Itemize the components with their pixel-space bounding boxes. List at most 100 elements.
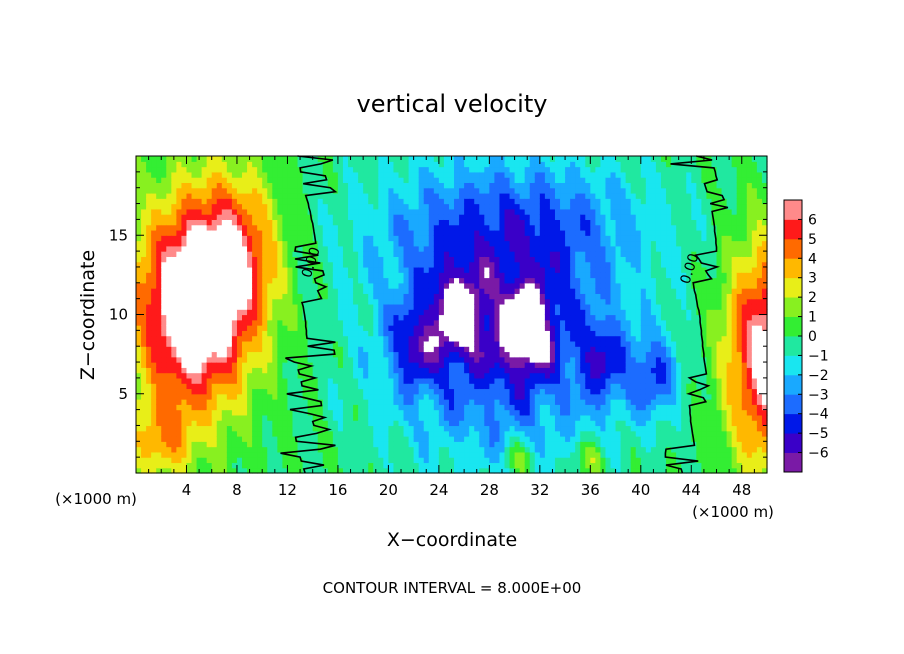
heatmap-cell — [236, 441, 243, 448]
heatmap-cell — [312, 388, 319, 395]
heatmap-cell — [454, 362, 460, 368]
heatmap-cell — [236, 430, 243, 437]
heatmap-cell — [474, 229, 480, 236]
heatmap-cell — [378, 457, 384, 464]
heatmap-cell — [378, 229, 384, 236]
heatmap-cell — [443, 182, 450, 189]
heatmap-cell — [307, 229, 314, 236]
heatmap-cell — [373, 362, 379, 368]
heatmap-cell — [368, 409, 374, 416]
heatmap-cell — [499, 451, 506, 458]
heatmap-cell — [534, 256, 541, 263]
heatmap-cell — [368, 214, 374, 220]
heatmap-cell — [312, 319, 319, 326]
heatmap-cell — [302, 303, 309, 310]
heatmap-cell — [297, 335, 304, 342]
heatmap-cell — [474, 272, 480, 279]
heatmap-cell — [257, 404, 263, 411]
heatmap-cell — [423, 198, 430, 205]
heatmap-cell — [504, 414, 511, 421]
heatmap-cell — [322, 171, 329, 178]
heatmap-cell — [196, 198, 203, 205]
heatmap-cell — [221, 272, 228, 279]
heatmap-cell — [373, 192, 379, 199]
heatmap-cell — [544, 288, 551, 294]
heatmap-cell — [337, 198, 344, 205]
heatmap-cell — [151, 156, 157, 162]
heatmap-cell — [474, 362, 480, 368]
heatmap-cell — [216, 240, 223, 247]
heatmap-cell — [297, 430, 304, 437]
heatmap-cell — [247, 335, 253, 342]
heatmap-cell — [292, 229, 299, 236]
heatmap-cell — [221, 451, 228, 458]
heatmap-cell — [358, 325, 364, 331]
heatmap-cell — [171, 261, 177, 268]
heatmap-cell — [519, 388, 526, 395]
heatmap-cell — [151, 330, 157, 337]
heatmap-cell — [358, 457, 364, 464]
heatmap-cell — [353, 377, 359, 384]
heatmap-cell — [438, 161, 445, 168]
heatmap-cell — [287, 277, 294, 284]
heatmap-cell — [524, 330, 531, 337]
heatmap-cell — [196, 261, 203, 268]
heatmap-cell — [403, 441, 410, 448]
heatmap-cell — [201, 214, 208, 220]
heatmap-cell — [494, 245, 501, 252]
heatmap-cell — [297, 303, 304, 310]
heatmap-cell — [368, 377, 374, 384]
heatmap-cell — [262, 446, 268, 453]
heatmap-cell — [534, 266, 541, 273]
heatmap-cell — [534, 372, 541, 379]
heatmap-cell — [398, 335, 405, 342]
heatmap-cell — [524, 266, 531, 273]
heatmap-cell — [448, 457, 455, 464]
heatmap-cell — [504, 266, 511, 273]
heatmap-cell — [272, 229, 278, 236]
heatmap-cell — [272, 335, 278, 342]
heatmap-cell — [363, 451, 369, 458]
heatmap-cell — [388, 187, 395, 194]
heatmap-cell — [428, 451, 435, 458]
heatmap-cell — [186, 409, 193, 416]
heatmap-cell — [297, 198, 304, 205]
heatmap-cell — [413, 441, 420, 448]
heatmap-cell — [479, 177, 485, 184]
heatmap-cell — [358, 171, 364, 178]
heatmap-cell — [464, 272, 470, 279]
heatmap-cell — [489, 362, 496, 368]
heatmap-cell — [554, 383, 561, 390]
heatmap-cell — [166, 224, 172, 231]
heatmap-cell — [191, 446, 198, 453]
heatmap-cell — [519, 293, 526, 300]
heatmap-cell — [529, 451, 536, 458]
heatmap-cell — [277, 441, 283, 448]
heatmap-cell — [236, 187, 243, 194]
heatmap-cell — [196, 457, 203, 464]
heatmap-cell — [332, 261, 339, 268]
heatmap-cell — [231, 282, 238, 289]
heatmap-cell — [413, 388, 420, 395]
heatmap-cell — [136, 340, 142, 347]
heatmap-cell — [196, 319, 203, 326]
heatmap-cell — [267, 399, 273, 405]
heatmap-cell — [181, 362, 188, 368]
heatmap-cell — [171, 346, 177, 353]
heatmap-cell — [252, 436, 258, 442]
heatmap-cell — [479, 393, 485, 400]
heatmap-cell — [312, 372, 319, 379]
heatmap-cell — [156, 367, 162, 374]
heatmap-cell — [398, 245, 405, 252]
heatmap-cell — [514, 409, 521, 416]
heatmap-cell — [408, 182, 415, 189]
heatmap-cell — [353, 420, 359, 427]
heatmap-cell — [156, 335, 162, 342]
heatmap-cell — [393, 224, 400, 231]
heatmap-cell — [231, 309, 238, 316]
heatmap-cell — [146, 325, 152, 331]
heatmap-cell — [408, 430, 415, 437]
heatmap-cell — [408, 208, 415, 215]
heatmap-cell — [332, 161, 339, 168]
heatmap-cell — [499, 462, 506, 469]
